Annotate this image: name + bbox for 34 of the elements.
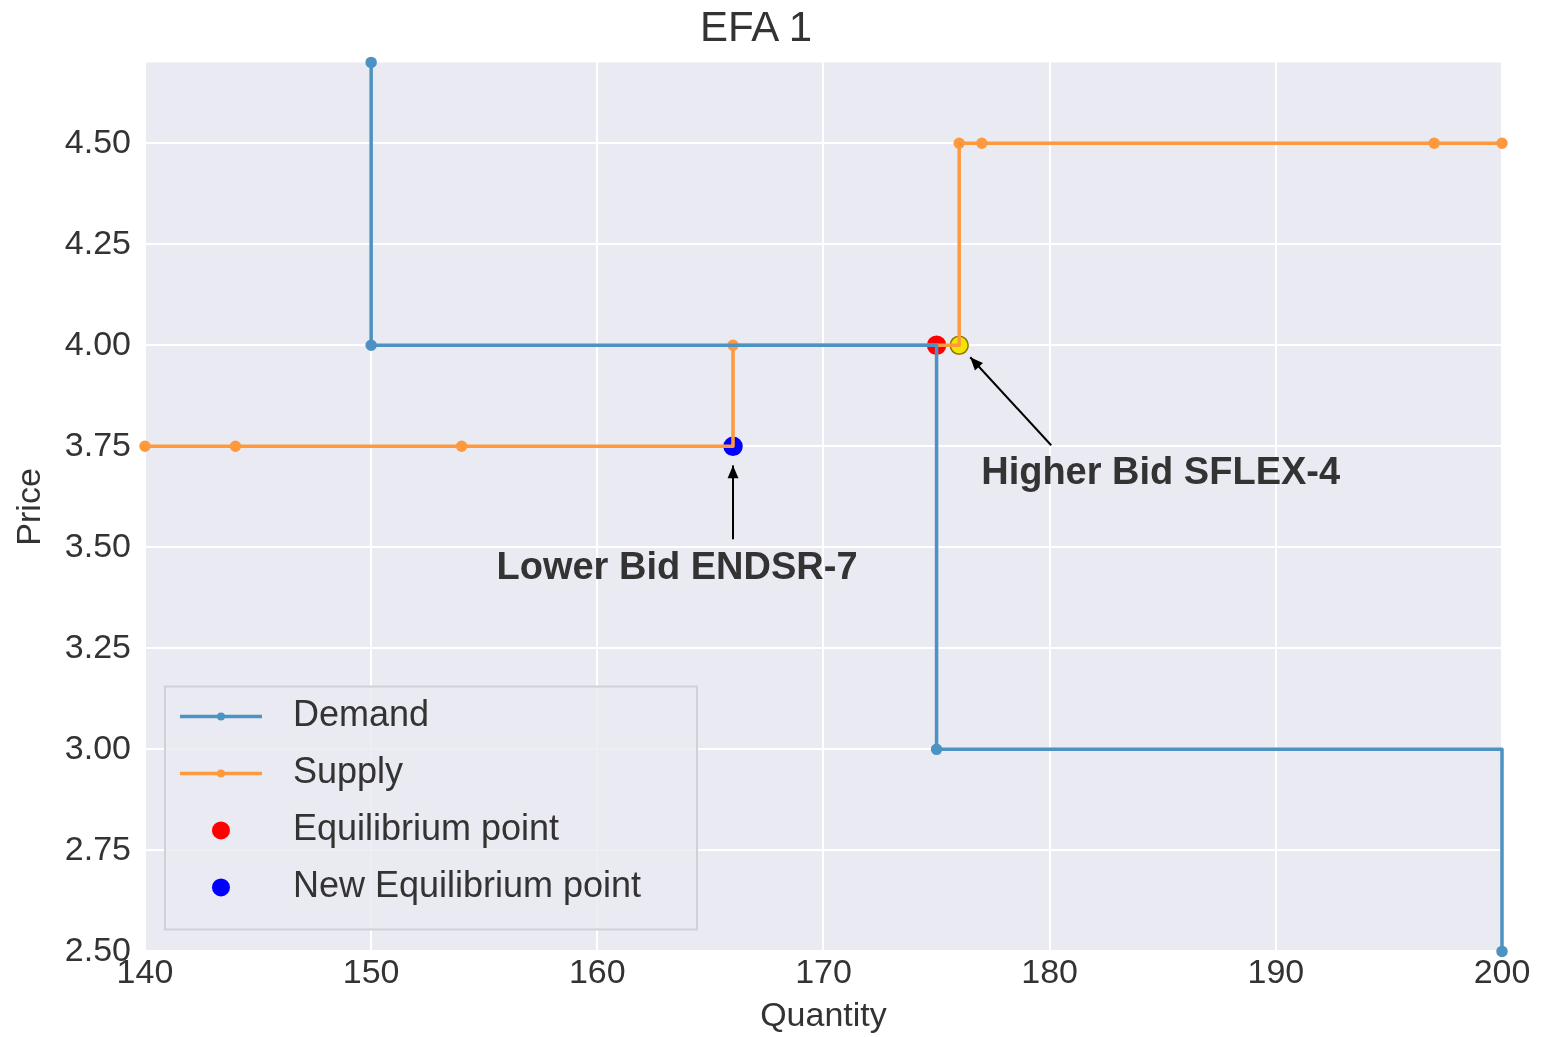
y-tick-label: 4.25 [64,222,131,261]
y-tick-label: 3.75 [64,424,131,463]
y-tick-label: 4.50 [64,121,131,160]
y-tick-label: 3.00 [64,727,131,766]
point [455,440,468,453]
chart-title: EFA 1 [699,2,813,50]
point [229,440,242,453]
point [953,137,965,149]
y-tick-label: 4.00 [64,323,131,362]
point [1496,137,1508,149]
x-axis-title: Quantity [760,994,887,1033]
x-tick-label: 170 [795,952,852,991]
annotation: Higher Bid SFLEX-4 [981,449,1341,492]
x-tick-label: 150 [342,952,400,991]
point [365,339,377,352]
legend-label: Demand [292,693,430,735]
y-tick-label: 3.25 [64,626,131,665]
point [1496,945,1508,958]
annotation: Lower Bid ENDSR-7 [496,544,858,587]
point [365,56,377,69]
legend-label: Equilibrium point [292,807,560,849]
x-tick-label: 190 [1247,952,1305,991]
y-tick-label: 3.50 [64,525,131,564]
point [976,137,988,149]
point [139,440,151,453]
x-tick-label: 160 [568,952,626,991]
x-tick-label: 180 [1021,952,1079,991]
y-tick-label: 2.75 [64,828,131,867]
legend-label: New Equilibrium point [292,864,642,906]
x-tick-label: 200 [1473,952,1531,991]
point [930,743,943,756]
legend-label: Supply [292,750,404,792]
y-axis-title: Price [8,468,47,546]
point [1428,137,1440,149]
